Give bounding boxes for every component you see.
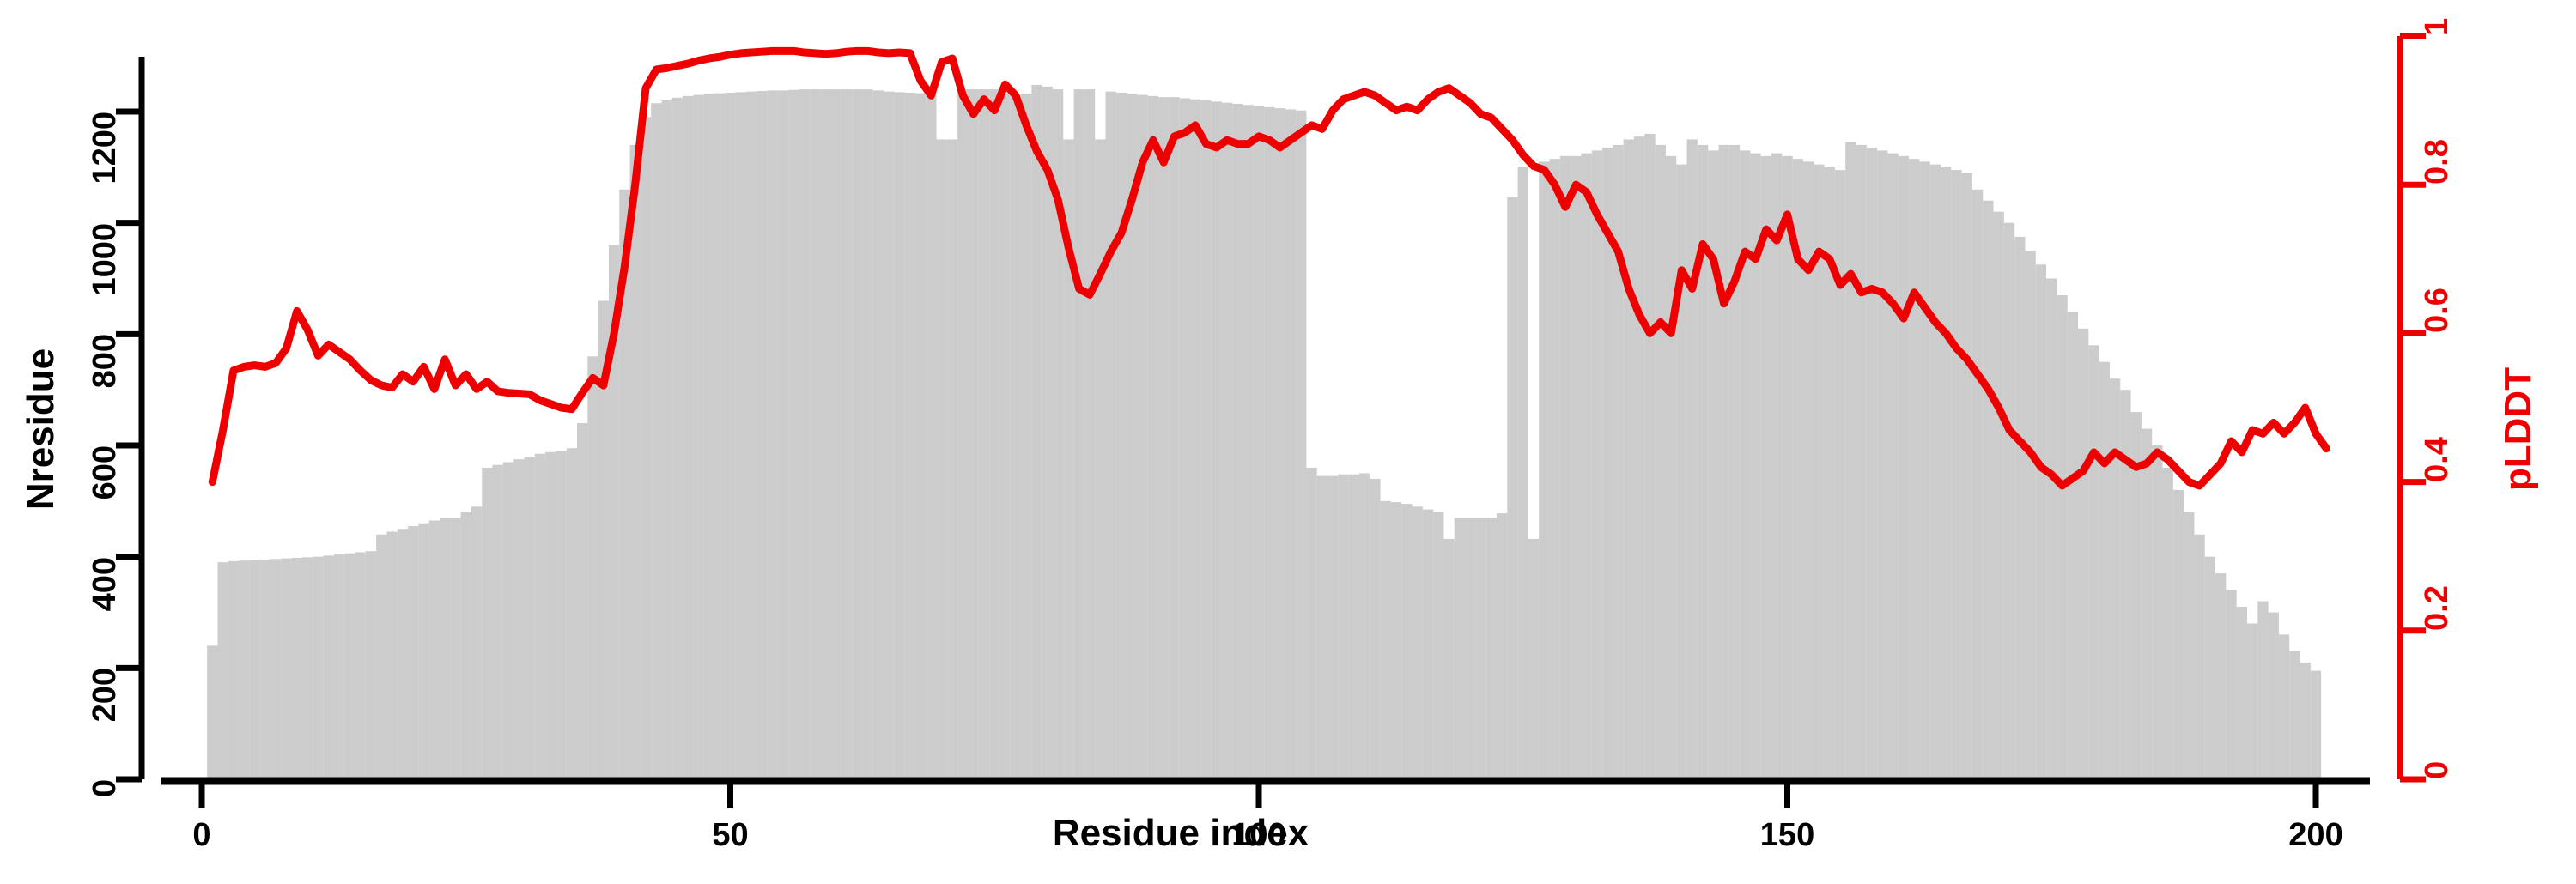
y-ticklabel: 400 — [87, 556, 123, 612]
y-ticklabel: 800 — [87, 334, 123, 389]
axes — [116, 33, 2426, 808]
y2-ticklabel: 0 — [2419, 760, 2455, 779]
x-ticklabel: 50 — [712, 817, 749, 853]
x-ticklabel: 100 — [1231, 817, 1286, 853]
y2-ticklabel: 0.4 — [2419, 436, 2455, 482]
bar-series — [207, 84, 2322, 780]
y-ticklabel: 1200 — [87, 112, 123, 185]
plddt-line-series — [208, 46, 2330, 490]
y2-ticklabel: 0.2 — [2419, 584, 2455, 631]
y-ticklabel: 600 — [87, 445, 123, 500]
y2-ticklabel: 0.6 — [2419, 288, 2455, 334]
y-ticklabel: 200 — [87, 668, 123, 723]
y-ticklabel: 0 — [87, 779, 123, 798]
x-ticklabel: 200 — [2288, 817, 2343, 853]
y2-ticklabel: 1 — [2419, 17, 2455, 36]
y-ticklabel: 1000 — [87, 222, 123, 296]
y-axis-title: Nresidue — [20, 348, 62, 511]
chart-canvas — [116, 33, 2426, 808]
y2-axis-title: pLDDT — [2497, 366, 2539, 492]
x-axis-title: Residue index — [1052, 812, 1309, 854]
y2-ticklabel: 0.8 — [2419, 139, 2455, 185]
x-ticklabel: 0 — [192, 817, 211, 853]
x-ticklabel: 150 — [1759, 817, 1815, 853]
plddt-nresidue-chart: Nresidue pLDDT Residue index 0 200 400 600 8… — [20, 17, 2539, 854]
